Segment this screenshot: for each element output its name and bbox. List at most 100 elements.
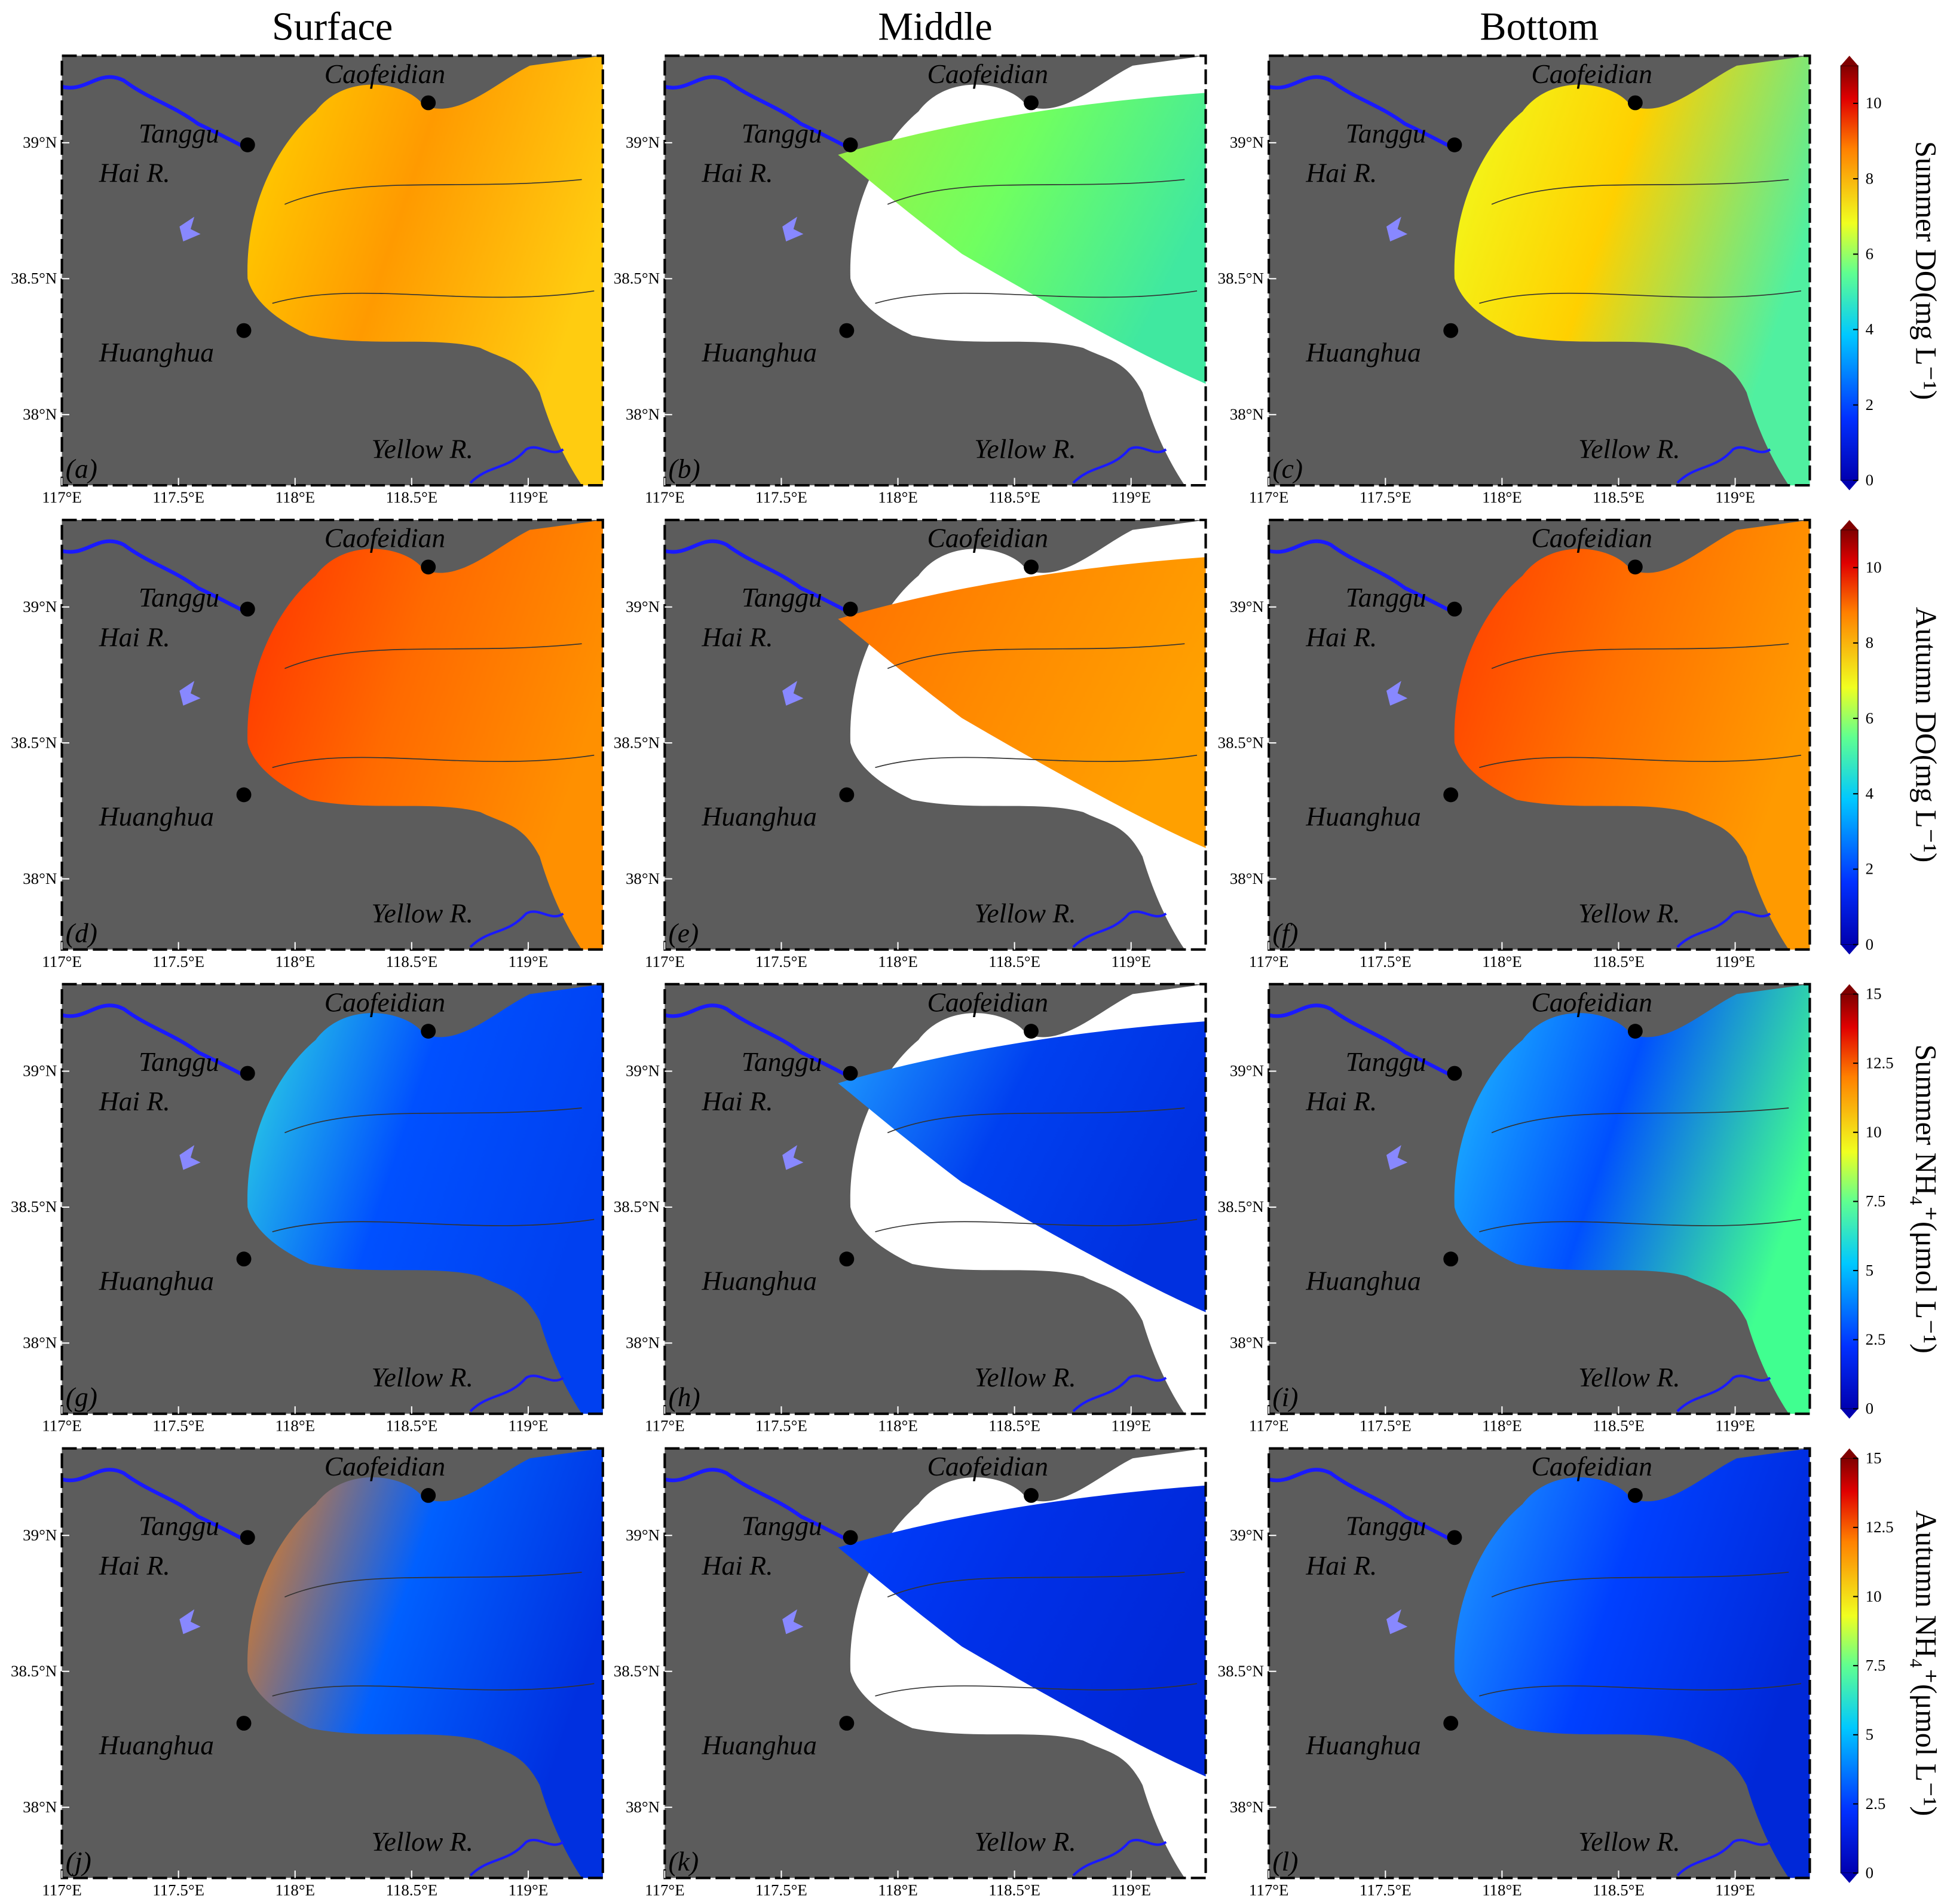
x-tick-label: 118.5°E (988, 1417, 1040, 1435)
river (469, 1838, 564, 1877)
city-dot (421, 95, 436, 111)
colorbar-cap (1841, 984, 1859, 994)
map-panel: Tanggu Caofeidian Hai R. Huanghua Yellow R. (… (11, 982, 604, 1435)
panel-frame (60, 982, 604, 1415)
x-tick-label: 117.5°E (755, 1417, 807, 1435)
place-label: Yellow R. (371, 898, 473, 928)
y-tick-label: 39°N (23, 1526, 57, 1544)
city-dot (843, 137, 858, 152)
panel-frame (663, 982, 1207, 1415)
map-panel: Tanggu Caofeidian Hai R. Huanghua Yellow R. (… (1218, 1447, 1811, 1899)
colorbar-tick-label: 0 (1866, 935, 1873, 953)
panel-letter: (k) (669, 1846, 699, 1877)
place-label: Yellow R. (371, 1362, 473, 1392)
place-label: Tanggu (1346, 582, 1426, 613)
place-label: Hai R. (99, 1086, 170, 1116)
city-dot (1447, 1066, 1462, 1081)
x-tick-label: 117.5°E (1360, 1881, 1412, 1899)
x-tick-label: 117.5°E (1360, 488, 1412, 506)
x-tick-label: 118°E (1482, 1417, 1522, 1435)
panel-letter: (g) (66, 1382, 97, 1412)
x-tick-label: 117°E (1249, 1881, 1289, 1899)
place-label: Hai R. (1305, 1086, 1377, 1116)
x-tick-label: 117.5°E (755, 953, 807, 971)
contour (887, 1107, 1185, 1134)
x-tick-label: 119°E (1111, 488, 1151, 506)
colorbar: 0 2 4 6 8 10 (1840, 56, 1882, 491)
y-tick-label: 38.5°N (11, 1198, 57, 1216)
y-tick-label: 38.5°N (614, 270, 660, 287)
x-tick-label: 118.5°E (385, 1881, 437, 1899)
x-tick-label: 118.5°E (1593, 488, 1645, 506)
city-dot (236, 1251, 252, 1267)
y-tick-label: 39°N (626, 133, 660, 151)
sea-field (838, 557, 1206, 848)
x-tick-label: 117°E (42, 953, 82, 971)
sea-field (1454, 56, 1810, 486)
contour (875, 290, 1198, 304)
x-tick-label: 118°E (878, 1417, 918, 1435)
panel-letter: (e) (669, 917, 699, 948)
place-label: Tanggu (1346, 1046, 1426, 1077)
place-label: Hai R. (1305, 158, 1377, 188)
contour (1491, 1107, 1789, 1134)
y-tick-label: 38.5°N (1218, 733, 1264, 751)
place-label: Hai R. (1305, 622, 1377, 652)
contour (272, 290, 595, 304)
y-tick-label: 38.5°N (11, 1662, 57, 1680)
place-label: Caofeidian (927, 1451, 1049, 1481)
contour (272, 1683, 595, 1697)
city-dot (1447, 137, 1462, 152)
y-tick-label: 38.5°N (1218, 1662, 1264, 1680)
contour (1491, 643, 1789, 669)
river (469, 1375, 564, 1412)
place-label: Huanghua (1305, 1266, 1420, 1296)
city-dot (240, 601, 255, 617)
place-label: Hai R. (1305, 1550, 1377, 1581)
place-label: Hai R. (99, 622, 170, 652)
lake (782, 681, 804, 706)
colorbar-tick-label: 12.5 (1866, 1518, 1894, 1536)
river (1268, 1468, 1456, 1543)
place-label: Tanggu (139, 118, 219, 148)
contour (887, 643, 1185, 669)
colorbar-tick-label: 10 (1866, 1587, 1882, 1605)
map-panel: Tanggu Caofeidian Hai R. Huanghua Yellow R. (… (11, 1447, 604, 1899)
city-dot (843, 1530, 858, 1545)
city-dot (236, 787, 252, 803)
contour (284, 1571, 582, 1597)
column-title: Surface (272, 5, 393, 48)
colorbar-tick-label: 0 (1866, 1400, 1873, 1418)
row-label: Summer DO(mg L⁻¹) (1910, 141, 1941, 400)
colorbar-tick-label: 2 (1866, 396, 1873, 414)
river (61, 539, 249, 615)
lake (1386, 1145, 1408, 1170)
place-label: Huanghua (1305, 1729, 1420, 1760)
colorbar: 0 2.5 5 7.5 10 12.5 15 (1840, 984, 1894, 1419)
x-tick-label: 118°E (878, 488, 918, 506)
colorbar-tick-label: 8 (1866, 169, 1873, 187)
x-tick-label: 119°E (1111, 953, 1151, 971)
y-tick-label: 38°N (23, 870, 57, 887)
river (664, 1468, 852, 1543)
place-label: Yellow R. (974, 898, 1076, 928)
panel-frame (663, 519, 1207, 951)
contour (1491, 179, 1789, 205)
column-title: Bottom (1480, 5, 1599, 48)
map-panel: Tanggu Caofeidian Hai R. Huanghua Yellow R. (… (11, 519, 604, 971)
place-label: Huanghua (99, 1729, 214, 1760)
place-label: Caofeidian (324, 59, 445, 89)
x-tick-label: 119°E (509, 488, 549, 506)
y-tick-label: 38.5°N (1218, 270, 1264, 287)
contour (875, 754, 1198, 769)
place-label: Tanggu (742, 1046, 822, 1077)
x-tick-label: 118.5°E (988, 488, 1040, 506)
place-label: Huanghua (1305, 801, 1420, 832)
city-dot (1024, 1487, 1039, 1503)
river (664, 1003, 852, 1079)
panel-frame (663, 54, 1207, 487)
city-dot (1443, 1716, 1459, 1731)
place-label: Tanggu (139, 582, 219, 613)
place-label: Hai R. (99, 1550, 170, 1581)
x-tick-label: 117°E (645, 953, 685, 971)
